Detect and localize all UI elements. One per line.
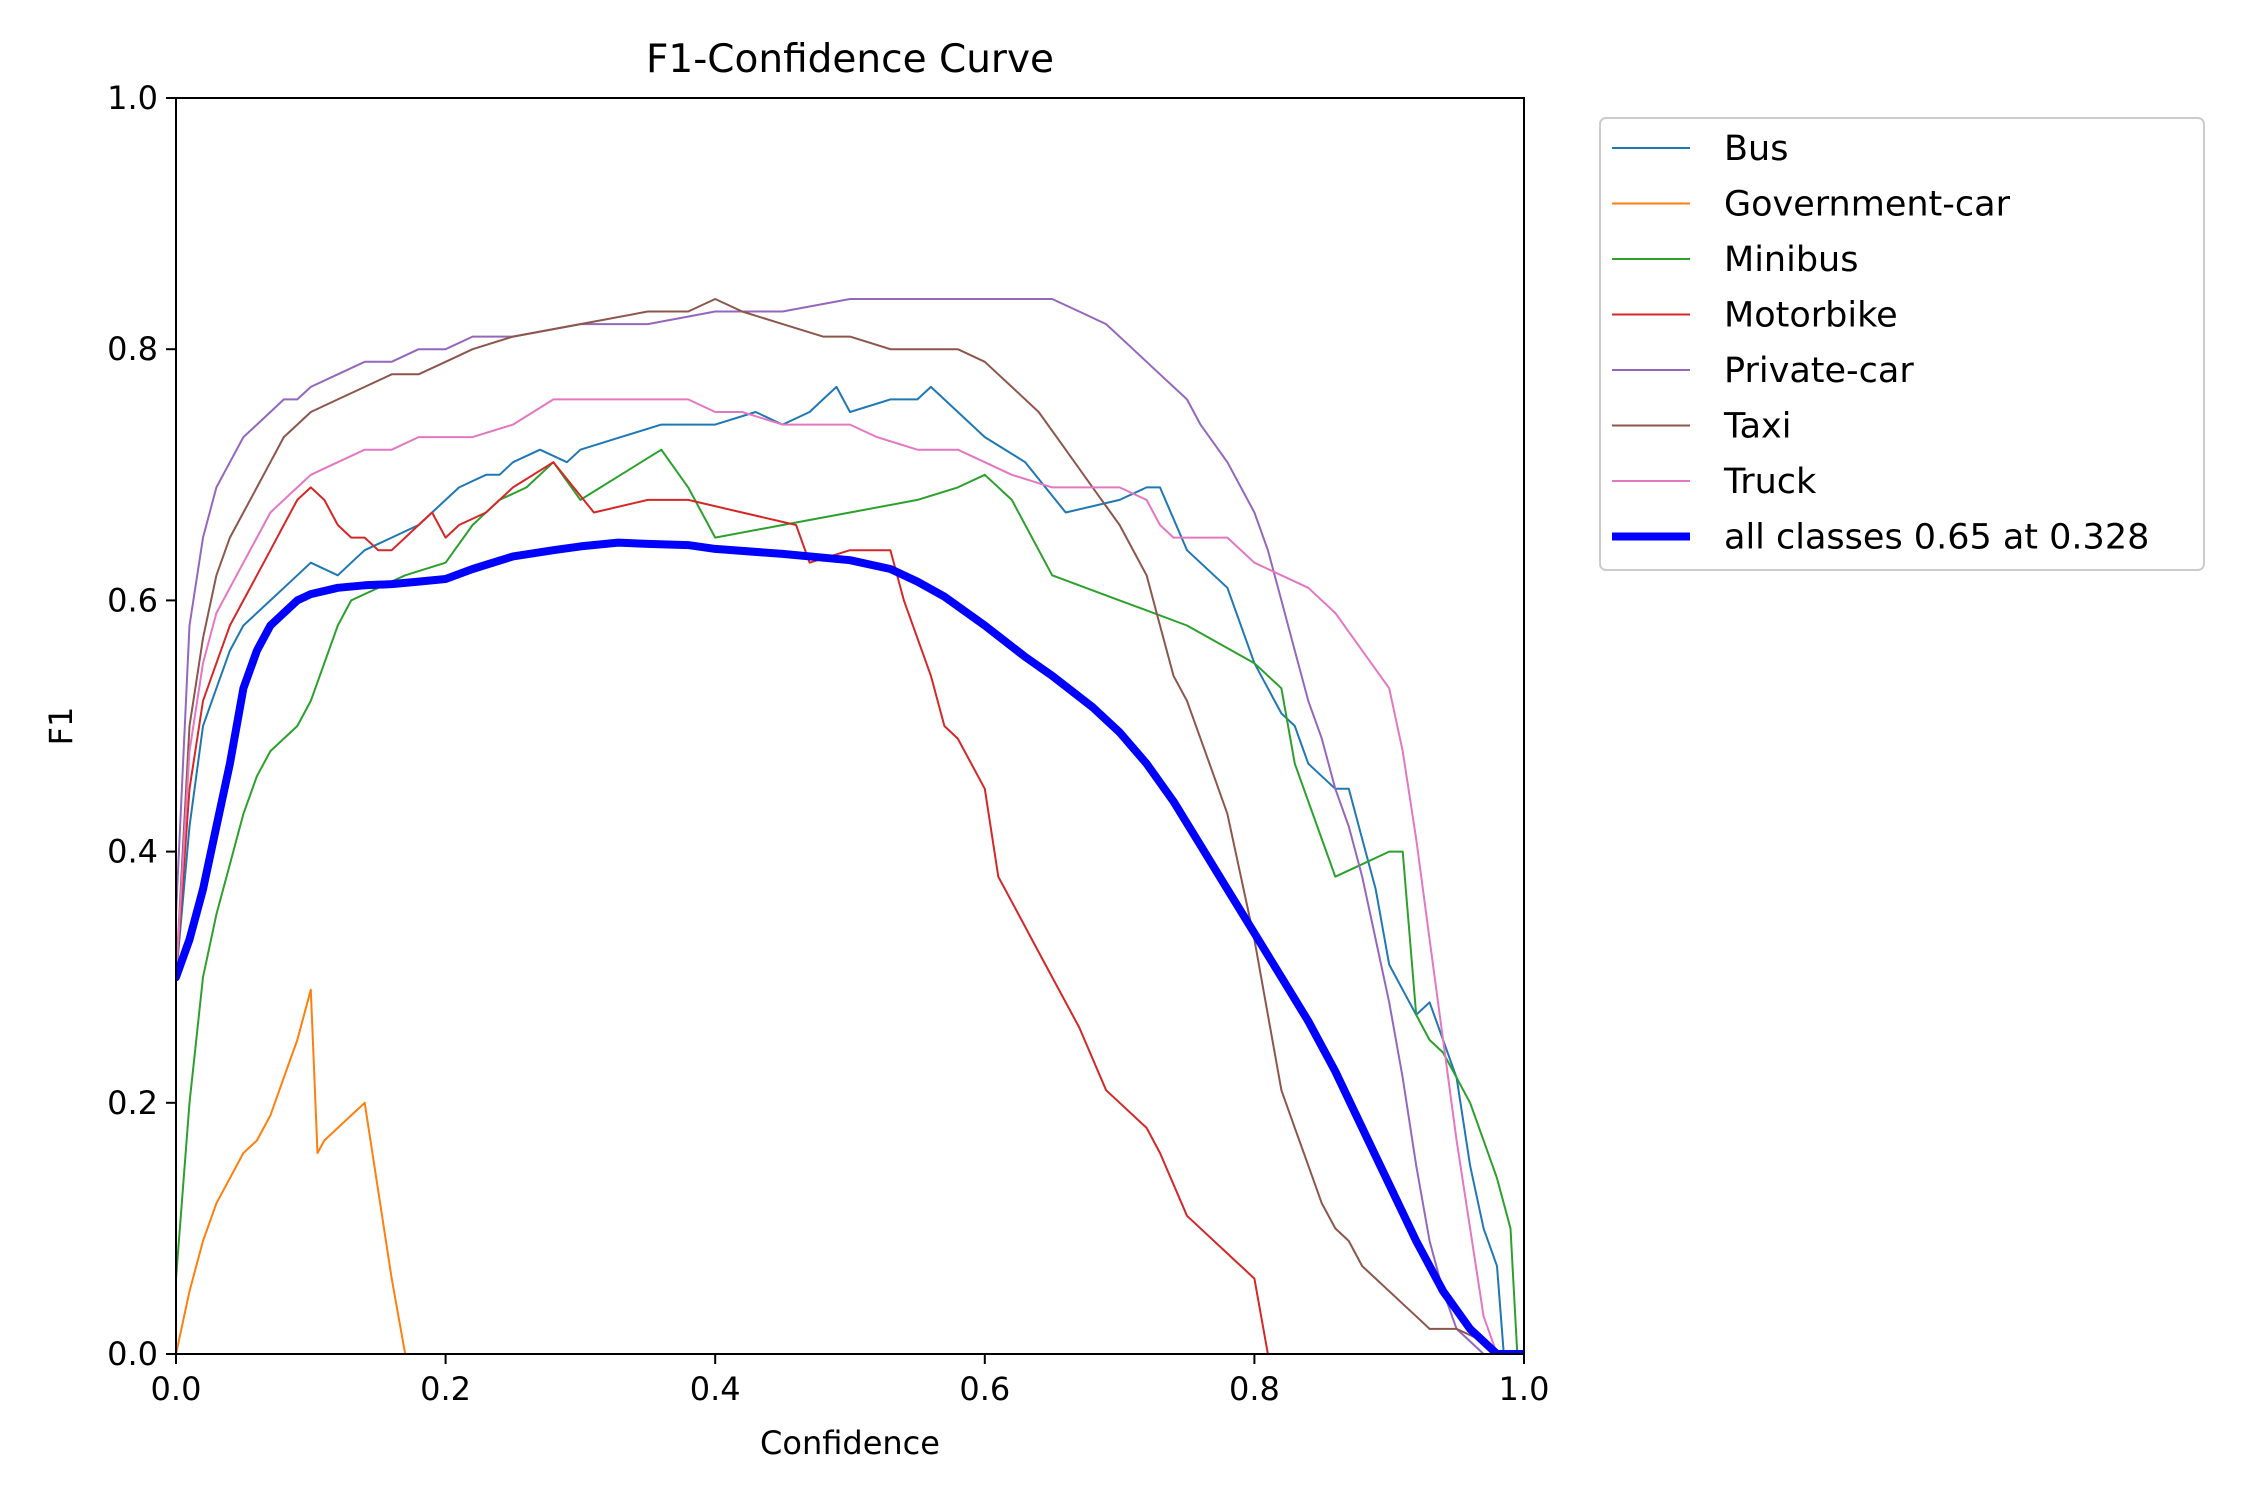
legend: Bus Government-car Minibus Motorbike Private…	[1599, 117, 2205, 571]
plot-frame	[175, 97, 1525, 1355]
x-tick-label: 0.0	[151, 1370, 202, 1408]
series-line-bus	[176, 385, 1505, 1354]
y-tick-label: 0.8	[107, 330, 158, 368]
y-axis: 0.0 0.2 0.4 0.6 0.8 1.0	[107, 79, 176, 1373]
y-tick-label: 0.0	[107, 1335, 158, 1373]
series-line-minibus	[176, 448, 1524, 1354]
x-tick-label: 0.2	[420, 1370, 471, 1408]
x-axis-label: Confidence	[760, 1424, 940, 1462]
series-line-truck	[176, 398, 1498, 1354]
y-tick-label: 0.6	[107, 581, 158, 619]
x-tick-label: 0.8	[1229, 1370, 1280, 1408]
series-line-private-car	[176, 298, 1498, 1354]
legend-label-motorbike: Motorbike	[1724, 296, 1898, 336]
y-tick-label: 1.0	[107, 79, 158, 117]
legend-label-bus: Bus	[1724, 129, 1788, 169]
series-line-motorbike	[176, 461, 1524, 1354]
legend-label-all-classes-0-65-at-0-328: all classes 0.65 at 0.328	[1724, 518, 2149, 558]
legend-box	[1599, 117, 2205, 571]
series-line-government-car	[176, 988, 1524, 1354]
series-line-taxi	[176, 298, 1498, 1354]
y-tick-label: 0.2	[107, 1084, 158, 1122]
legend-label-taxi: Taxi	[1723, 407, 1791, 447]
legend-label-minibus: Minibus	[1724, 240, 1858, 280]
legend-label-truck: Truck	[1723, 462, 1817, 502]
chart-title: F1-Confidence Curve	[646, 37, 1054, 82]
x-tick-label: 0.6	[959, 1370, 1010, 1408]
x-tick-label: 0.4	[690, 1370, 741, 1408]
series-line-all-classes-0-65-at-0-328	[176, 538, 1524, 1354]
y-tick-label: 0.4	[107, 833, 158, 871]
x-axis: 0.0 0.2 0.4 0.6 0.8 1.0	[151, 1354, 1550, 1408]
x-tick-label: 1.0	[1499, 1370, 1550, 1408]
legend-label-private-car: Private-car	[1724, 351, 1914, 391]
y-axis-label: F1	[42, 707, 80, 746]
legend-label-government-car: Government-car	[1724, 185, 2011, 225]
series-layer	[176, 298, 1524, 1354]
